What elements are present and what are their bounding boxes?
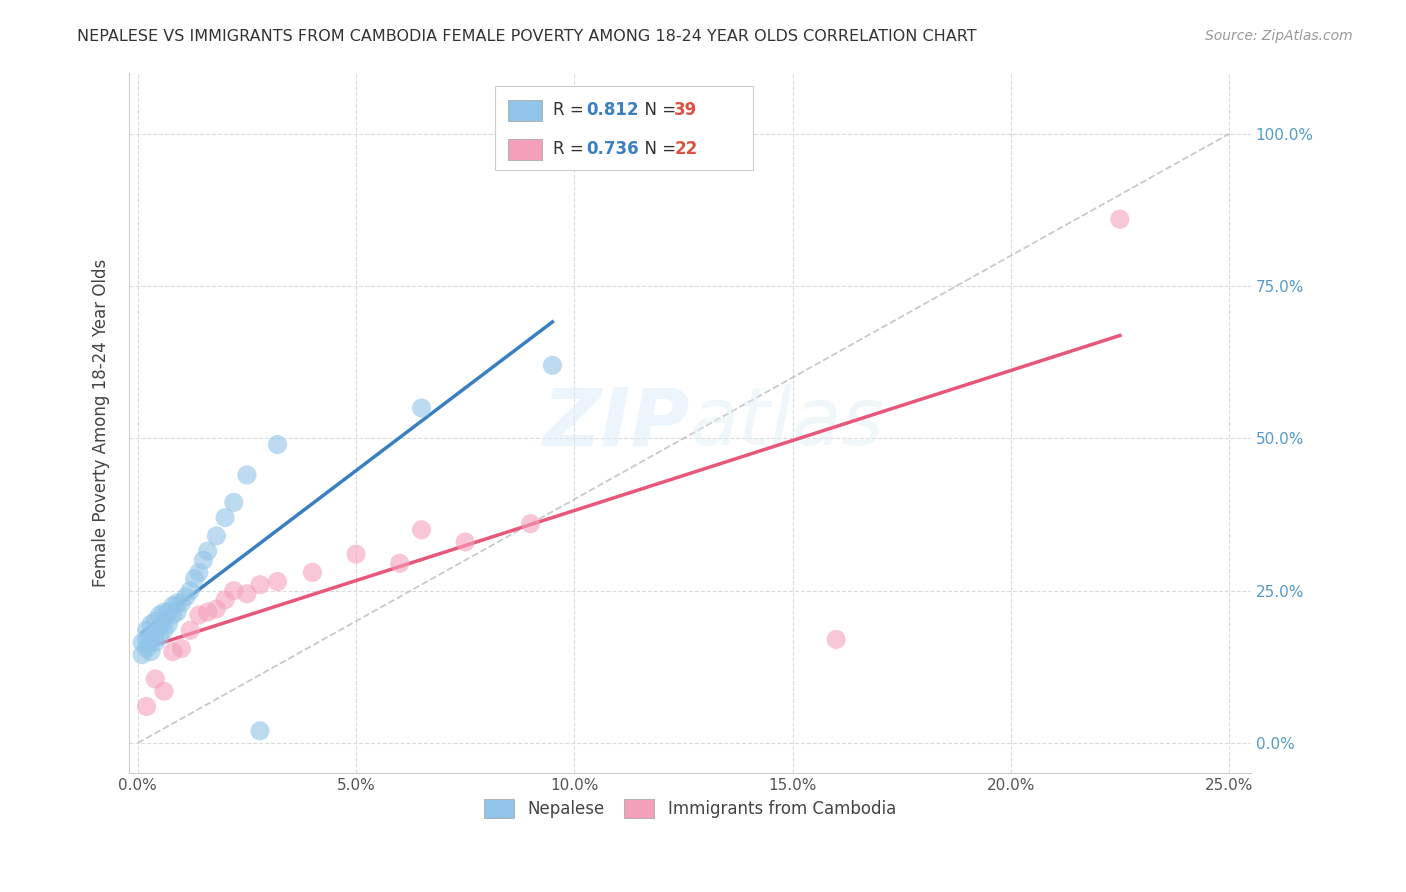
- Point: [153, 605, 176, 619]
- Point: [205, 529, 228, 543]
- Legend: Nepalese, Immigrants from Cambodia: Nepalese, Immigrants from Cambodia: [477, 792, 903, 824]
- Point: [143, 672, 166, 686]
- Point: [149, 629, 172, 643]
- Point: [139, 617, 162, 632]
- Point: [135, 632, 157, 647]
- Point: [541, 359, 564, 373]
- Point: [143, 626, 166, 640]
- Point: [388, 556, 411, 570]
- Point: [179, 583, 201, 598]
- Point: [162, 608, 184, 623]
- Point: [131, 648, 153, 662]
- Y-axis label: Female Poverty Among 18-24 Year Olds: Female Poverty Among 18-24 Year Olds: [93, 259, 110, 587]
- Point: [193, 553, 215, 567]
- Point: [249, 723, 271, 738]
- Point: [187, 566, 209, 580]
- Point: [166, 596, 188, 610]
- Point: [153, 624, 176, 638]
- Point: [236, 587, 259, 601]
- Point: [183, 572, 205, 586]
- Text: 0.736: 0.736: [586, 140, 640, 158]
- Point: [222, 495, 245, 509]
- Point: [1108, 212, 1130, 227]
- Point: [131, 635, 153, 649]
- Point: [197, 544, 219, 558]
- Point: [344, 547, 367, 561]
- Bar: [508, 138, 541, 160]
- Point: [179, 624, 201, 638]
- Point: [166, 605, 188, 619]
- Point: [139, 635, 162, 649]
- Point: [149, 620, 172, 634]
- Point: [454, 535, 477, 549]
- Point: [266, 437, 288, 451]
- Point: [214, 510, 236, 524]
- Point: [143, 614, 166, 628]
- Point: [153, 614, 176, 628]
- Text: 0.812: 0.812: [586, 102, 640, 120]
- Point: [139, 645, 162, 659]
- Point: [825, 632, 848, 647]
- Point: [143, 635, 166, 649]
- Point: [411, 523, 433, 537]
- Point: [187, 608, 209, 623]
- Point: [301, 566, 323, 580]
- Point: [411, 401, 433, 415]
- Point: [236, 467, 259, 482]
- Text: R =: R =: [553, 102, 589, 120]
- Point: [153, 684, 176, 698]
- Point: [162, 645, 184, 659]
- Text: N =: N =: [634, 140, 682, 158]
- Bar: [508, 100, 541, 121]
- Text: Source: ZipAtlas.com: Source: ZipAtlas.com: [1205, 29, 1353, 43]
- Point: [519, 516, 541, 531]
- Point: [174, 590, 197, 604]
- Point: [214, 592, 236, 607]
- Point: [149, 608, 172, 623]
- Point: [157, 617, 180, 632]
- Point: [135, 624, 157, 638]
- Text: 22: 22: [675, 140, 697, 158]
- Point: [197, 605, 219, 619]
- Point: [162, 599, 184, 613]
- Point: [139, 629, 162, 643]
- Text: NEPALESE VS IMMIGRANTS FROM CAMBODIA FEMALE POVERTY AMONG 18-24 YEAR OLDS CORREL: NEPALESE VS IMMIGRANTS FROM CAMBODIA FEM…: [77, 29, 977, 44]
- Point: [170, 641, 193, 656]
- Text: N =: N =: [634, 102, 682, 120]
- Point: [135, 641, 157, 656]
- Text: atlas: atlas: [690, 384, 884, 462]
- Point: [170, 596, 193, 610]
- Point: [222, 583, 245, 598]
- FancyBboxPatch shape: [495, 86, 752, 169]
- Point: [266, 574, 288, 589]
- Point: [205, 602, 228, 616]
- Point: [249, 577, 271, 591]
- Point: [135, 699, 157, 714]
- Point: [157, 605, 180, 619]
- Text: 39: 39: [675, 102, 697, 120]
- Text: ZIP: ZIP: [543, 384, 690, 462]
- Text: R =: R =: [553, 140, 589, 158]
